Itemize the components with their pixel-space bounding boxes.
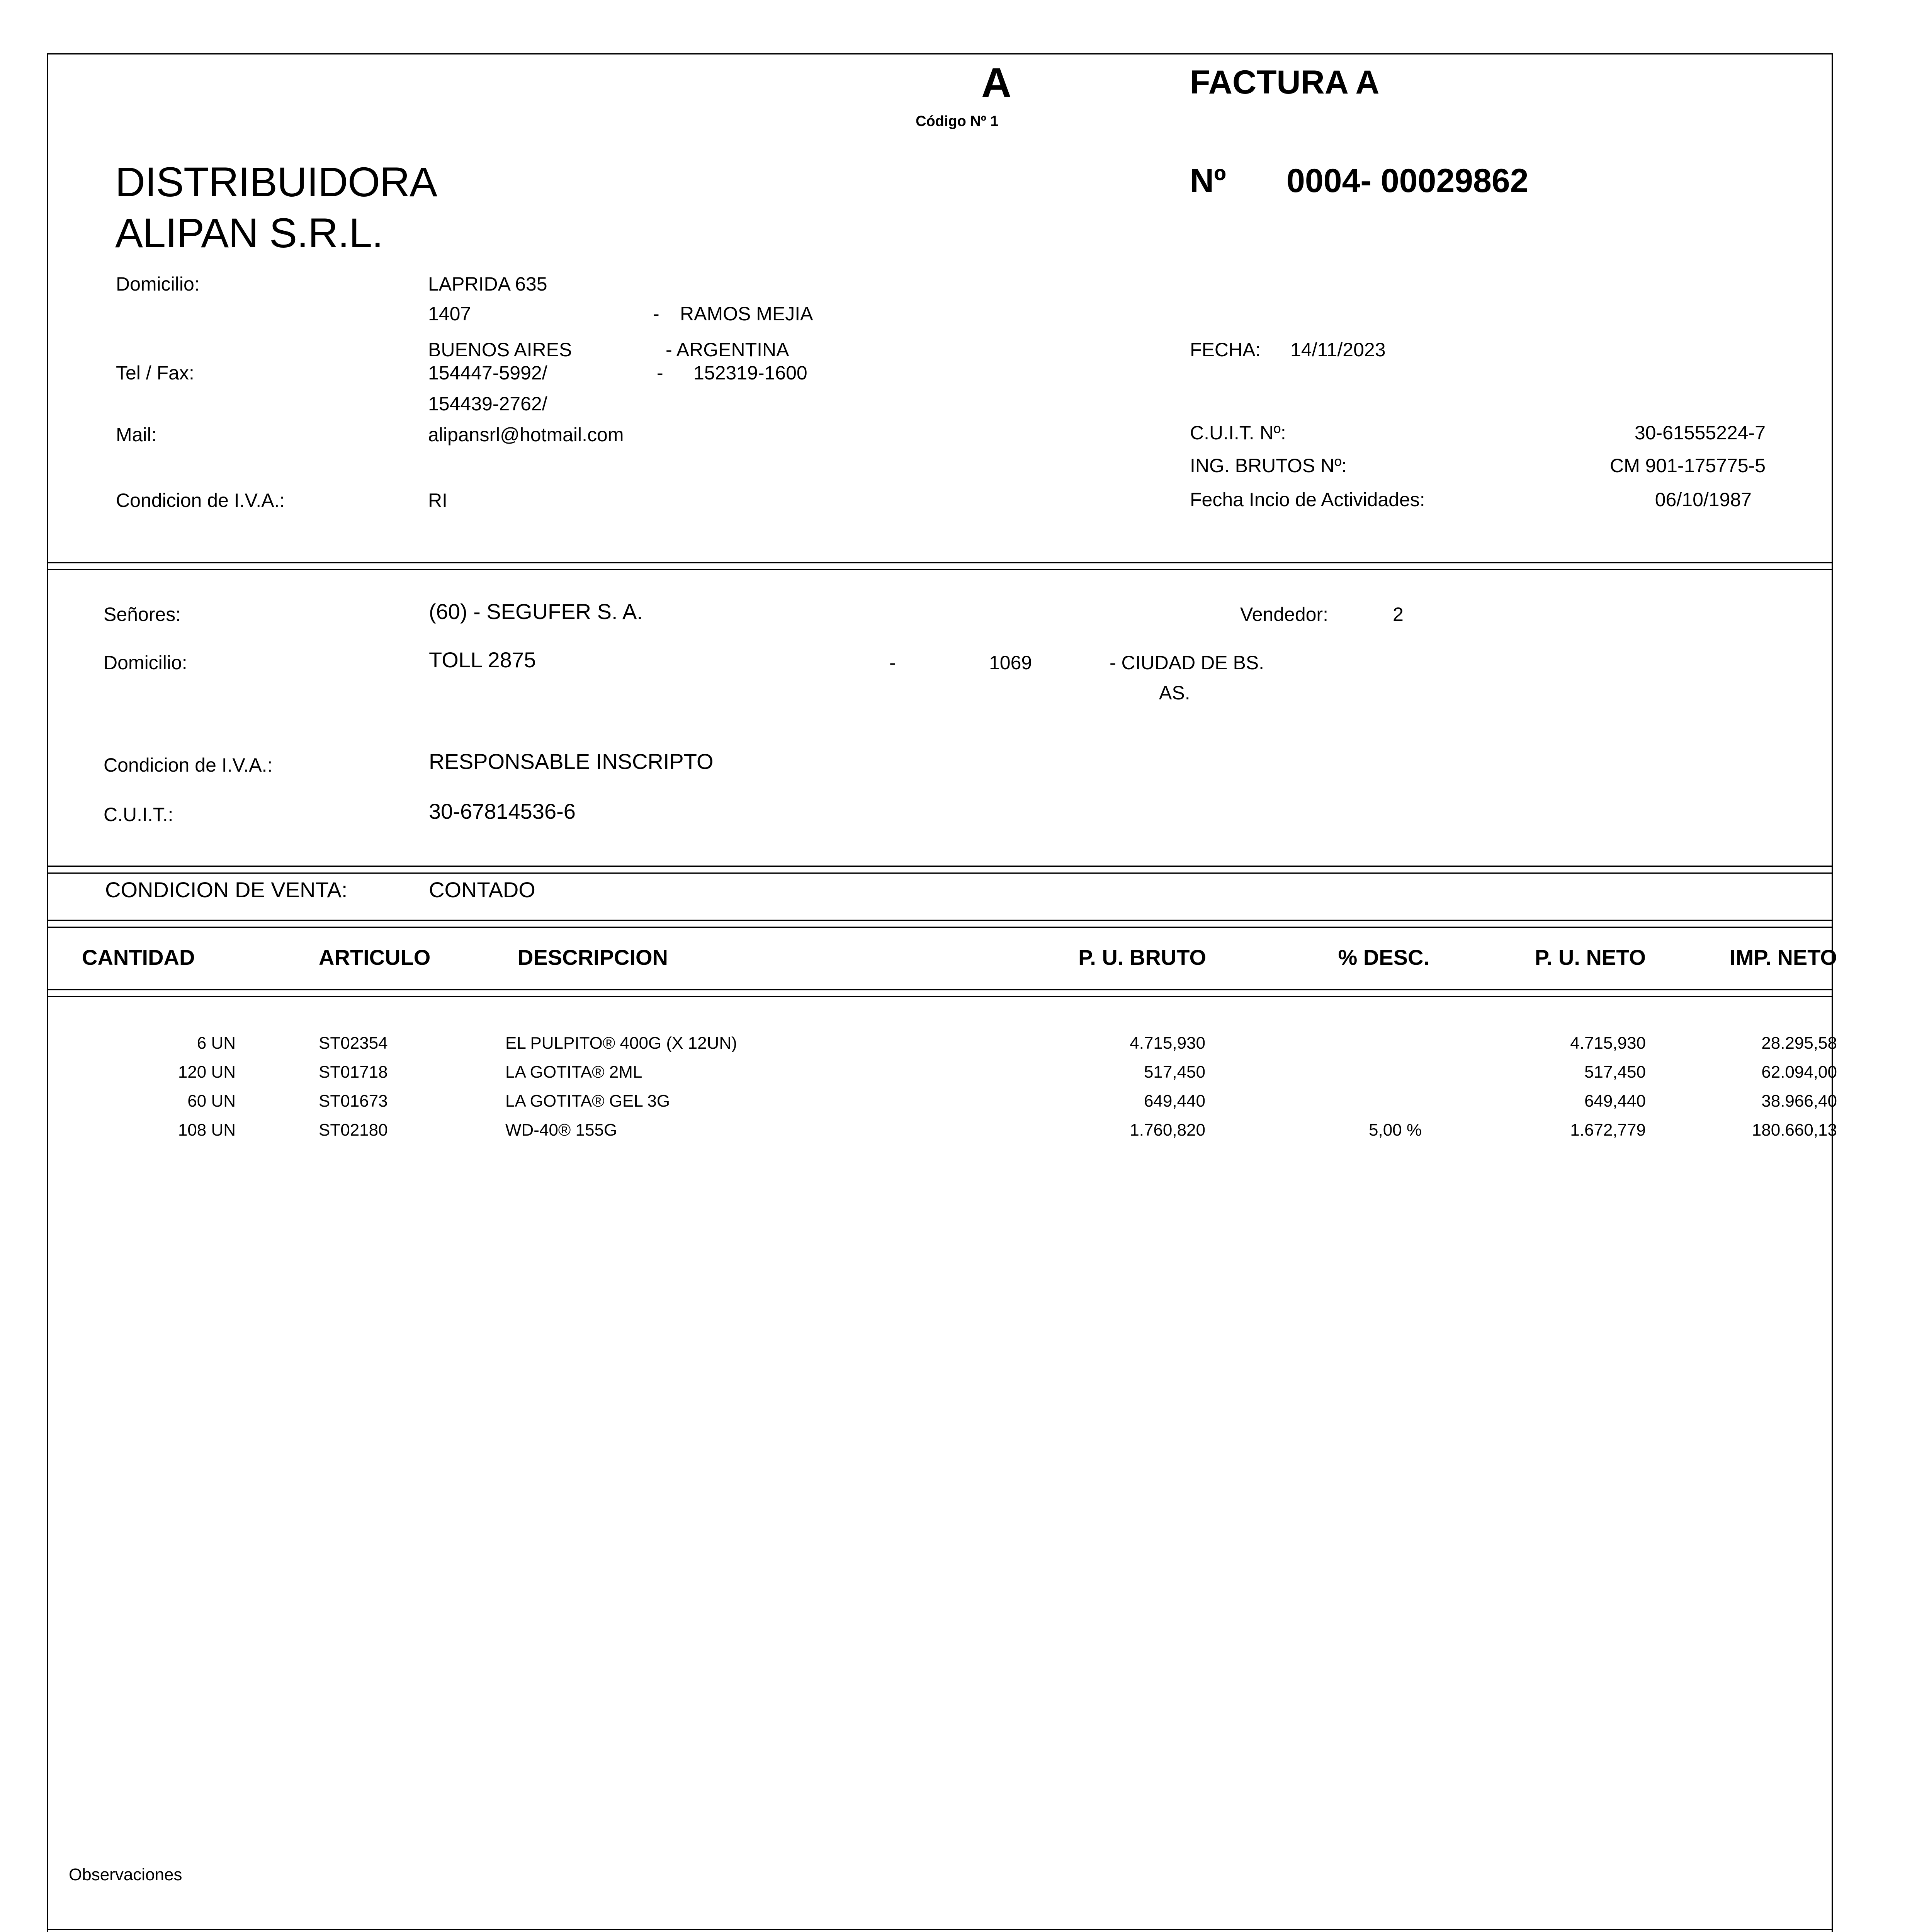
ingresos-brutos-label: ING. BRUTOS Nº: bbox=[1190, 455, 1347, 476]
table-row-pu-bruto: 4.715,930 bbox=[1130, 1034, 1205, 1053]
customer-cuit-label: C.U.I.T.: bbox=[104, 804, 173, 825]
issuer-address-dash: - bbox=[653, 303, 659, 325]
table-row-pu-neto: 1.672,779 bbox=[1570, 1121, 1646, 1139]
sale-condition-label: CONDICION DE VENTA: bbox=[105, 878, 348, 902]
issuer-condicion-iva-value: RI bbox=[428, 490, 447, 511]
issuer-phone-3: 154439-2762/ bbox=[428, 393, 547, 415]
customer-domicilio-zip: 1069 bbox=[989, 652, 1032, 673]
customer-cuit-value: 30-67814536-6 bbox=[429, 799, 576, 823]
table-row-descripcion: LA GOTITA® GEL 3G bbox=[505, 1092, 670, 1111]
customer-domicilio-city-line2: AS. bbox=[1159, 682, 1190, 704]
customer-vendedor-label: Vendedor: bbox=[1240, 604, 1328, 625]
divider-items-header-bottom bbox=[48, 996, 1832, 997]
customer-senores-value: (60) - SEGUFER S. A. bbox=[429, 599, 643, 624]
table-row-pu-neto: 4.715,930 bbox=[1570, 1034, 1646, 1053]
items-header-pu-neto: P. U. NETO bbox=[1535, 945, 1646, 969]
observations-label: Observaciones bbox=[69, 1865, 182, 1884]
table-row-pu-bruto: 649,440 bbox=[1144, 1092, 1205, 1111]
items-header-articulo: ARTICULO bbox=[319, 945, 431, 969]
fecha-value: 14/11/2023 bbox=[1290, 339, 1386, 361]
invoice-letter-code: A bbox=[981, 59, 1011, 106]
divider-customer-bottom bbox=[48, 872, 1832, 874]
table-row-pu-bruto: 517,450 bbox=[1144, 1063, 1205, 1082]
items-header-cantidad: CANTIDAD bbox=[82, 945, 195, 969]
invoice-code-label: Código Nº 1 bbox=[916, 113, 999, 129]
divider-issuer-bottom bbox=[48, 569, 1832, 570]
table-row-pu-neto: 649,440 bbox=[1584, 1092, 1646, 1111]
items-header-pu-bruto: P. U. BRUTO bbox=[1078, 945, 1206, 969]
issuer-mail-label: Mail: bbox=[116, 424, 157, 446]
fecha-label: FECHA: bbox=[1190, 339, 1261, 361]
issuer-phone-dash: - bbox=[657, 362, 663, 384]
issuer-phone-1: 154447-5992/ bbox=[428, 362, 547, 384]
cuit-label: C.U.I.T. Nº: bbox=[1190, 422, 1286, 444]
customer-domicilio-dash: - bbox=[889, 652, 896, 673]
divider-items-header-top bbox=[48, 989, 1832, 990]
invoice-number-prefix: Nº bbox=[1190, 162, 1226, 199]
table-row-imp-neto: 180.660,13 bbox=[1752, 1121, 1837, 1139]
table-row-pu-bruto: 1.760,820 bbox=[1130, 1121, 1205, 1139]
issuer-domicilio-label: Domicilio: bbox=[116, 273, 200, 295]
divider-sale-condition-top bbox=[48, 920, 1832, 921]
cuit-value: 30-61555224-7 bbox=[1634, 422, 1766, 444]
table-row-cantidad: 6 UN bbox=[197, 1034, 236, 1053]
table-row-imp-neto: 38.966,40 bbox=[1761, 1092, 1837, 1111]
issuer-address-country: - ARGENTINA bbox=[666, 339, 789, 361]
issuer-name-line1: DISTRIBUIDORA bbox=[115, 158, 437, 205]
table-row-descripcion: LA GOTITA® 2ML bbox=[505, 1063, 642, 1082]
issuer-phone-2: 152319-1600 bbox=[693, 362, 807, 384]
issuer-address-zip: 1407 bbox=[428, 303, 471, 325]
table-row-articulo: ST01673 bbox=[319, 1092, 388, 1111]
issuer-mail-value: alipansrl@hotmail.com bbox=[428, 424, 624, 446]
table-row-articulo: ST01718 bbox=[319, 1063, 388, 1082]
customer-condicion-iva-label: Condicion de I.V.A.: bbox=[104, 754, 273, 776]
issuer-address-street: LAPRIDA 635 bbox=[428, 273, 547, 295]
issuer-telfax-label: Tel / Fax: bbox=[116, 362, 194, 384]
sale-condition-value: CONTADO bbox=[429, 878, 535, 902]
table-row-pu-neto: 517,450 bbox=[1584, 1063, 1646, 1082]
customer-condicion-iva-value: RESPONSABLE INSCRIPTO bbox=[429, 749, 714, 774]
invoice-number-value: 0004- 00029862 bbox=[1286, 162, 1529, 199]
table-row-descripcion: EL PULPITO® 400G (X 12UN) bbox=[505, 1034, 737, 1053]
issuer-address-city: RAMOS MEJIA bbox=[680, 303, 813, 325]
table-row-imp-neto: 62.094,00 bbox=[1761, 1063, 1837, 1082]
table-row-descripcion: WD-40® 155G bbox=[505, 1121, 617, 1139]
customer-domicilio-label: Domicilio: bbox=[104, 652, 187, 673]
customer-senores-label: Señores: bbox=[104, 604, 181, 625]
customer-domicilio-value: TOLL 2875 bbox=[429, 648, 536, 672]
document-border bbox=[47, 53, 1833, 1932]
issuer-address-province: BUENOS AIRES bbox=[428, 339, 572, 361]
divider-customer-top bbox=[48, 866, 1832, 867]
divider-issuer-top bbox=[48, 562, 1832, 563]
table-row-cantidad: 108 UN bbox=[178, 1121, 236, 1139]
table-row-imp-neto: 28.295,58 bbox=[1761, 1034, 1837, 1053]
divider-totals-top bbox=[48, 1929, 1832, 1930]
items-header-desc-pct: % DESC. bbox=[1338, 945, 1430, 969]
table-row-articulo: ST02354 bbox=[319, 1034, 388, 1053]
inicio-actividades-value: 06/10/1987 bbox=[1655, 489, 1752, 510]
table-row-cantidad: 60 UN bbox=[187, 1092, 236, 1111]
issuer-condicion-iva-label: Condicion de I.V.A.: bbox=[116, 490, 285, 511]
issuer-name-line2: ALIPAN S.R.L. bbox=[115, 209, 383, 256]
ingresos-brutos-value: CM 901-175775-5 bbox=[1609, 455, 1766, 476]
items-header-descripcion: DESCRIPCION bbox=[518, 945, 668, 969]
inicio-actividades-label: Fecha Incio de Actividades: bbox=[1190, 489, 1425, 510]
table-row-cantidad: 120 UN bbox=[178, 1063, 236, 1082]
document-type-title: FACTURA A bbox=[1190, 64, 1380, 101]
divider-sale-condition-bottom bbox=[48, 927, 1832, 928]
customer-domicilio-city-line1: - CIUDAD DE BS. bbox=[1110, 652, 1264, 673]
customer-vendedor-value: 2 bbox=[1393, 604, 1404, 625]
table-row-desc-pct: 5,00 % bbox=[1369, 1121, 1422, 1139]
items-header-imp-neto: IMP. NETO bbox=[1729, 945, 1837, 969]
table-row-articulo: ST02180 bbox=[319, 1121, 388, 1139]
